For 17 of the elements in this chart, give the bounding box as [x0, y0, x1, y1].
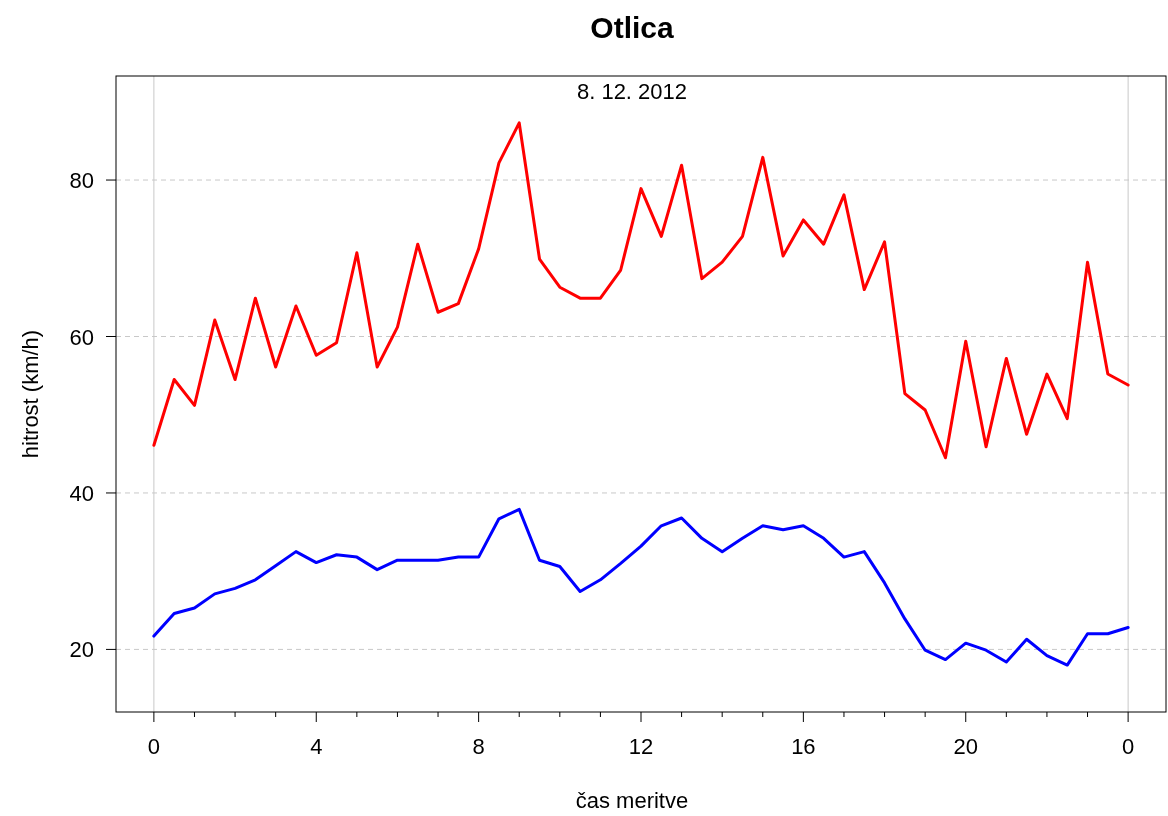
x-axis-title: čas meritve [575, 788, 689, 813]
line-series [152, 121, 1130, 460]
x-tick-label: 0 [147, 734, 161, 759]
y-tick-label: 20 [69, 637, 94, 663]
x-tick-label: 0 [1121, 734, 1135, 759]
x-tick-label: 4 [310, 734, 323, 759]
chart-title: Otlica [590, 11, 674, 44]
y-tick-label: 60 [69, 324, 94, 350]
y-tick-label: 80 [69, 168, 94, 194]
x-tick-label: 20 [953, 734, 978, 759]
chart-subtitle: 8. 12. 2012 [576, 79, 688, 104]
line-series [152, 507, 1130, 667]
x-tick-label: 12 [628, 734, 654, 759]
x-tick-label: 8 [472, 734, 485, 759]
x-tick-label: 16 [791, 734, 816, 759]
y-axis-title: hitrost (km/h) [18, 329, 43, 459]
y-tick-label: 40 [69, 480, 94, 506]
